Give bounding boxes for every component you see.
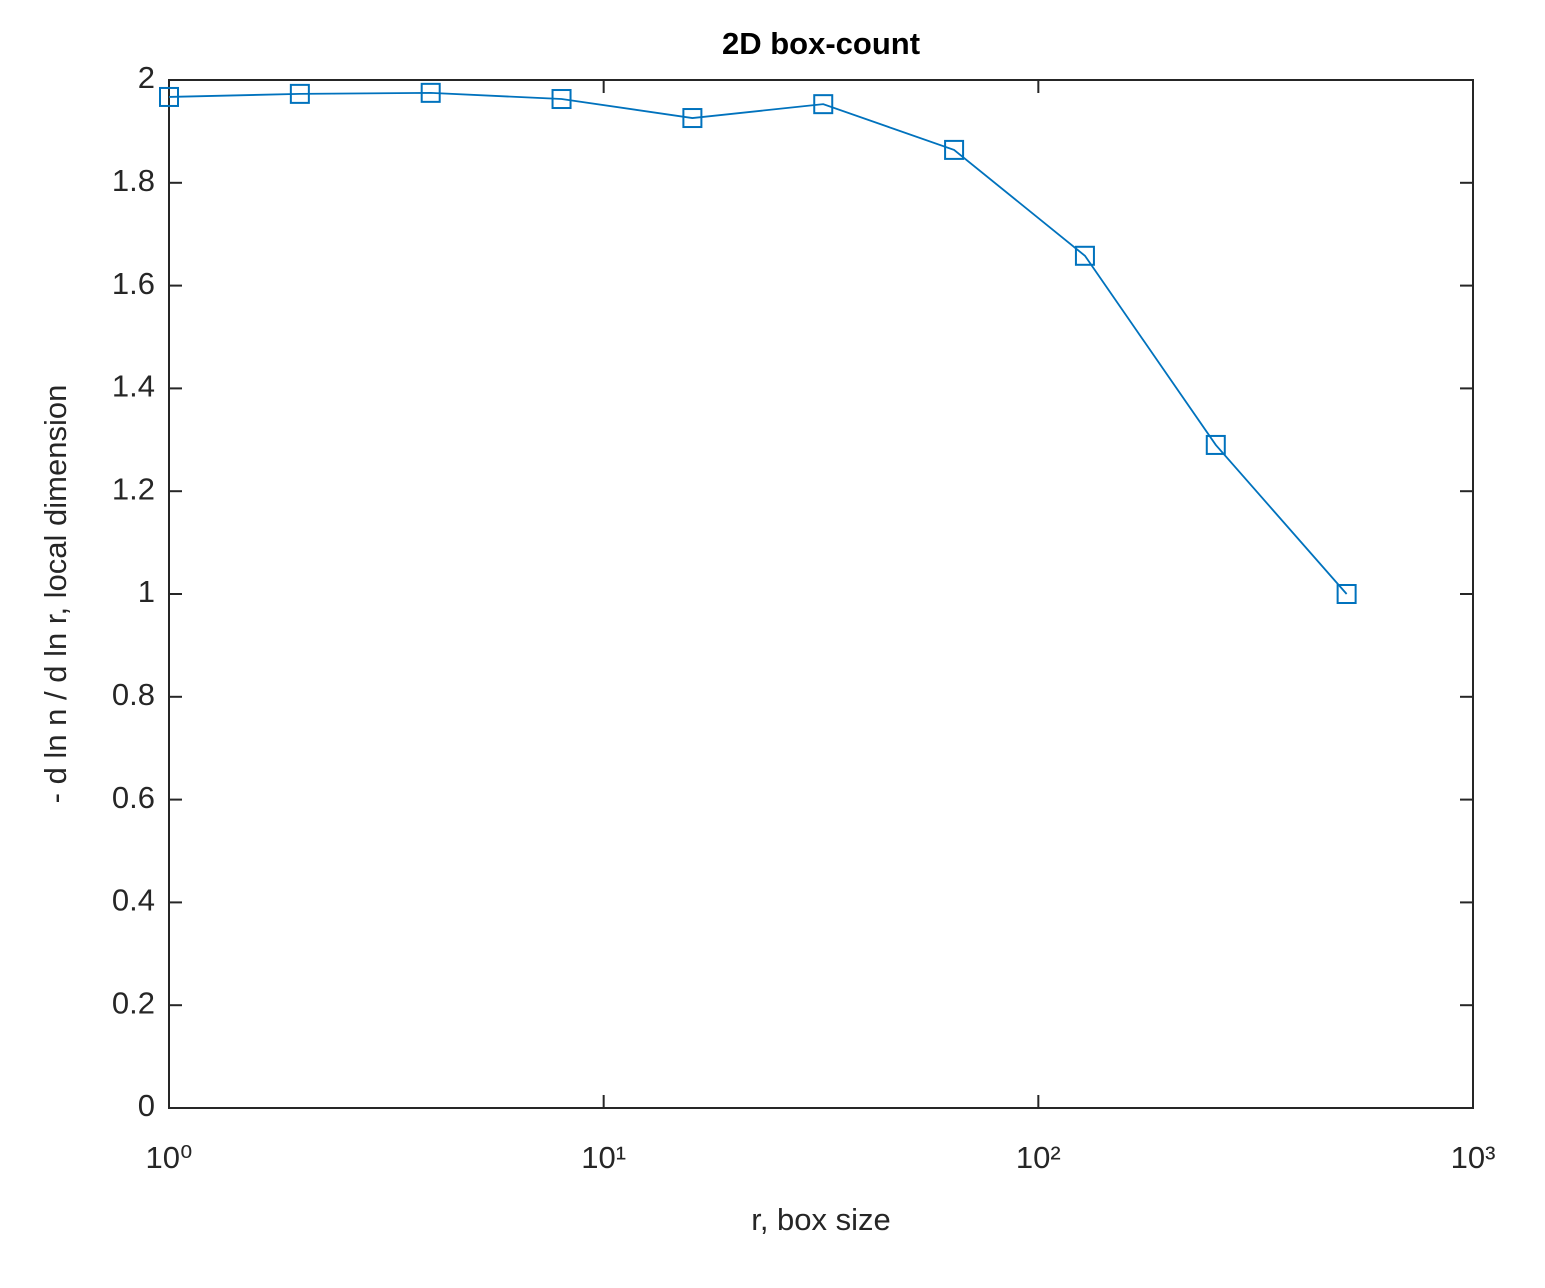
y-tick-label: 0.2: [112, 985, 155, 1020]
y-tick-label: 1.6: [112, 266, 155, 301]
data-point: [1336, 584, 1357, 604]
x-tick-label: 10³: [1451, 1140, 1496, 1175]
x-tick-label: 10⁰: [146, 1140, 193, 1175]
y-tick-label: 1.8: [112, 163, 155, 198]
y-axis-label: - d ln n / d ln r, local dimension: [38, 385, 73, 804]
x-axis-label: r, box size: [751, 1202, 891, 1237]
y-tick-label: 1.4: [112, 369, 155, 404]
data-point: [682, 108, 703, 129]
chart-title: 2D box-count: [722, 26, 920, 61]
y-tick-label: 1: [138, 574, 155, 609]
data-point: [944, 139, 965, 160]
y-tick-label: 0.4: [112, 883, 155, 918]
y-tick-label: 0: [138, 1088, 155, 1123]
x-tick-label: 10²: [1016, 1140, 1061, 1175]
y-tick-label: 1.2: [112, 471, 155, 506]
data-point: [159, 86, 179, 107]
data-point: [1205, 434, 1226, 455]
y-tick-label: 0.8: [112, 677, 155, 712]
data-point: [420, 82, 441, 103]
data-point: [813, 94, 834, 115]
y-tick-label: 2: [138, 60, 155, 95]
data-point: [1074, 245, 1095, 266]
data-point: [551, 89, 572, 110]
plot-frame: [168, 79, 1474, 1109]
y-tick-label: 0.6: [112, 780, 155, 815]
data-point: [289, 83, 310, 104]
series-line: [168, 91, 1348, 595]
x-tick-label: 10¹: [581, 1140, 626, 1175]
